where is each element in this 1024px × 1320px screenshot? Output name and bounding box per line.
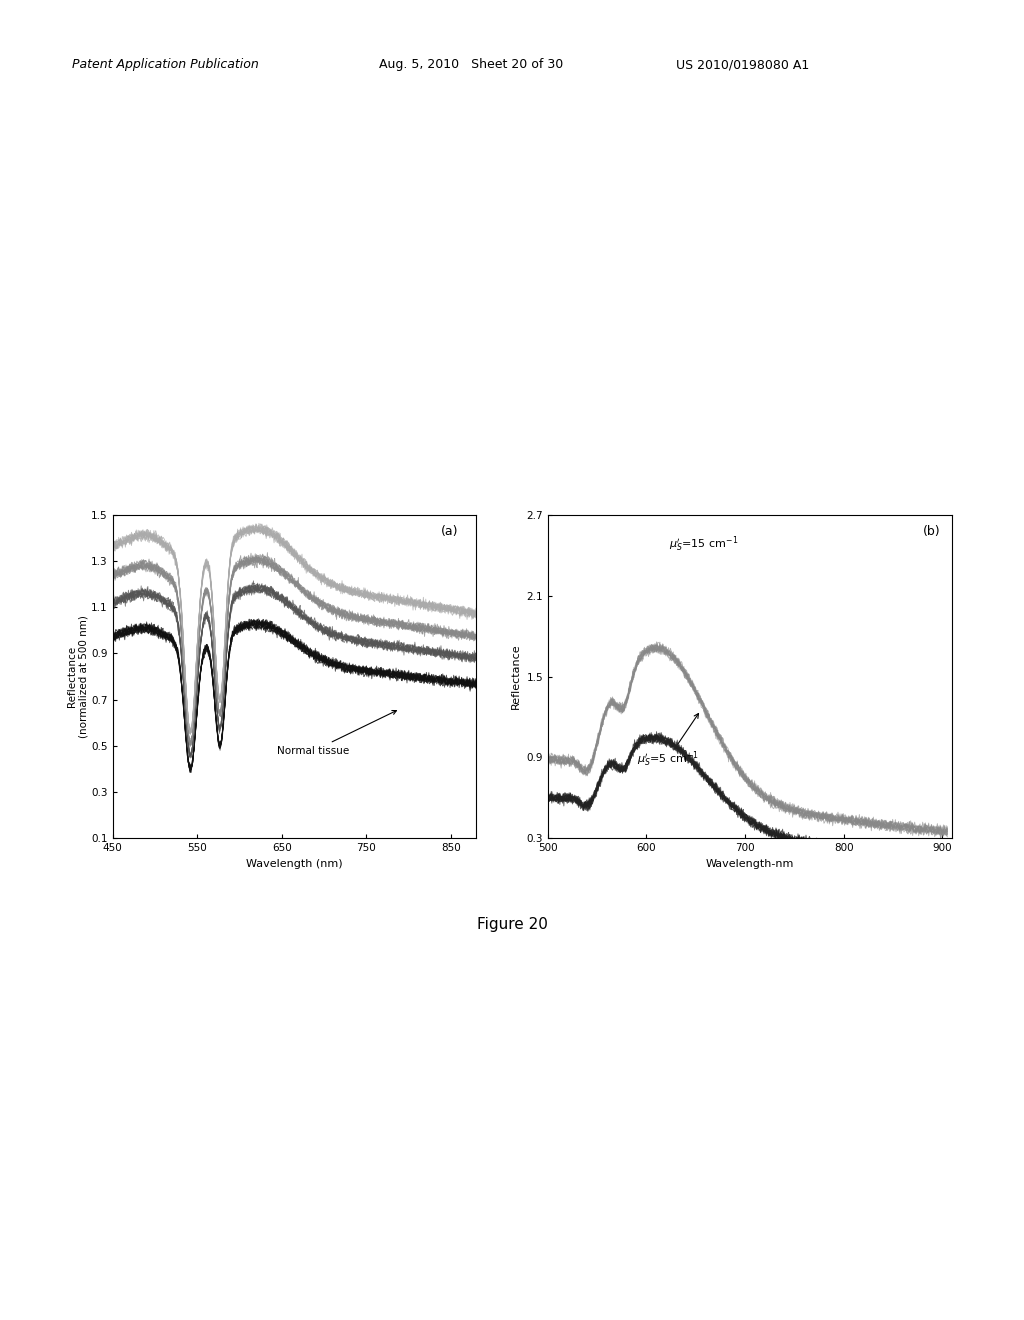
X-axis label: Wavelength-nm: Wavelength-nm [706,858,795,869]
X-axis label: Wavelength (nm): Wavelength (nm) [246,858,343,869]
Text: (a): (a) [440,524,458,537]
Text: Normal tissue: Normal tissue [278,710,396,756]
Text: $\mu_S'$=15 cm$^{-1}$: $\mu_S'$=15 cm$^{-1}$ [670,535,738,554]
Text: Figure 20: Figure 20 [476,917,548,932]
Text: $\mu_S'$=5 cm$^{-1}$: $\mu_S'$=5 cm$^{-1}$ [637,714,698,768]
Text: Patent Application Publication: Patent Application Publication [72,58,258,71]
Y-axis label: Reflectance: Reflectance [511,644,521,709]
Text: (b): (b) [923,524,940,537]
Y-axis label: Reflectance
(normalized at 500 nm): Reflectance (normalized at 500 nm) [67,615,88,738]
Text: Aug. 5, 2010   Sheet 20 of 30: Aug. 5, 2010 Sheet 20 of 30 [379,58,563,71]
Text: US 2010/0198080 A1: US 2010/0198080 A1 [676,58,809,71]
